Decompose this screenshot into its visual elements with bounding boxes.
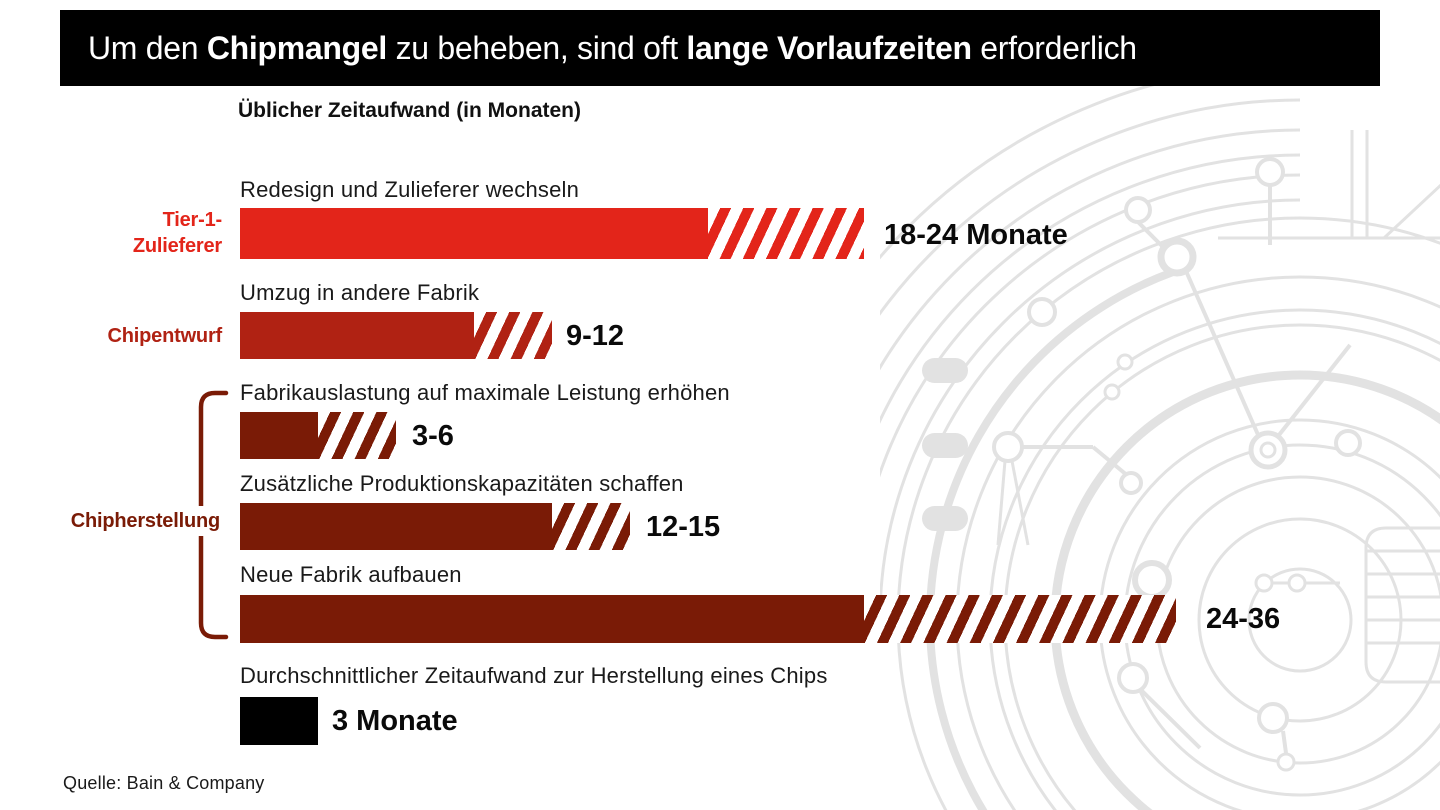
bar-value: 24-36 <box>1206 603 1281 635</box>
bar-solid-segment <box>240 697 318 745</box>
bar-value: 12-15 <box>646 511 721 543</box>
bar-label: Umzug in andere Fabrik <box>240 280 480 305</box>
bar-produktionskapazitaeten <box>240 503 630 550</box>
bar-hatched-segment <box>864 595 1176 643</box>
bar-solid-segment <box>240 412 318 459</box>
bar-value: 18-24 Monate <box>884 219 1068 251</box>
bar-hatched-segment <box>708 208 864 259</box>
bar-solid-segment <box>240 503 552 550</box>
bar-solid-segment <box>240 208 708 259</box>
bar-hatched-segment <box>474 312 552 359</box>
bar-tier1 <box>240 208 864 259</box>
bar-label: Neue Fabrik aufbauen <box>240 562 462 587</box>
headline-emphasis-vorlaufzeiten: lange Vorlaufzeiten <box>686 29 972 66</box>
group-label-chipentwurf: Chipentwurf <box>107 325 223 347</box>
chart-subtitle: Üblicher Zeitaufwand (in Monaten) <box>238 99 582 122</box>
headline-emphasis-chipmangel: Chipmangel <box>206 29 387 66</box>
bar-value: 9-12 <box>566 320 625 352</box>
group-label-tier-1-zulieferer: Tier-1- Zulieferer <box>132 209 222 257</box>
bar-hatched-segment <box>552 503 630 550</box>
bar-neue-fabrik <box>240 595 1176 643</box>
bar-label: Durchschnittlicher Zeitaufwand zur Herst… <box>240 663 828 688</box>
bar-value: 3-6 <box>412 420 454 452</box>
bar-solid-segment <box>240 312 474 359</box>
headline-text: Um den <box>88 29 207 66</box>
bar-label: Fabrikauslastung auf maximale Leistung e… <box>240 380 730 405</box>
source-credit: Quelle: Bain & Company <box>63 773 265 793</box>
bar-value: 3 Monate <box>332 705 458 737</box>
bar-label: Zusätzliche Produktionskapazitäten schaf… <box>240 471 684 496</box>
bar-durchschnitt <box>240 697 318 745</box>
bar-chipentwurf <box>240 312 552 359</box>
bar-fabrikauslastung <box>240 412 396 459</box>
group-label-chipherstellung: Chipherstellung <box>52 506 222 536</box>
bar-label: Redesign und Zulieferer wechseln <box>240 177 580 202</box>
bar-solid-segment <box>240 595 864 643</box>
circuit-graphic <box>880 80 1440 810</box>
headline-bar: Um den Chipmangel zu beheben, sind oft l… <box>60 10 1380 86</box>
bar-hatched-segment <box>318 412 396 459</box>
